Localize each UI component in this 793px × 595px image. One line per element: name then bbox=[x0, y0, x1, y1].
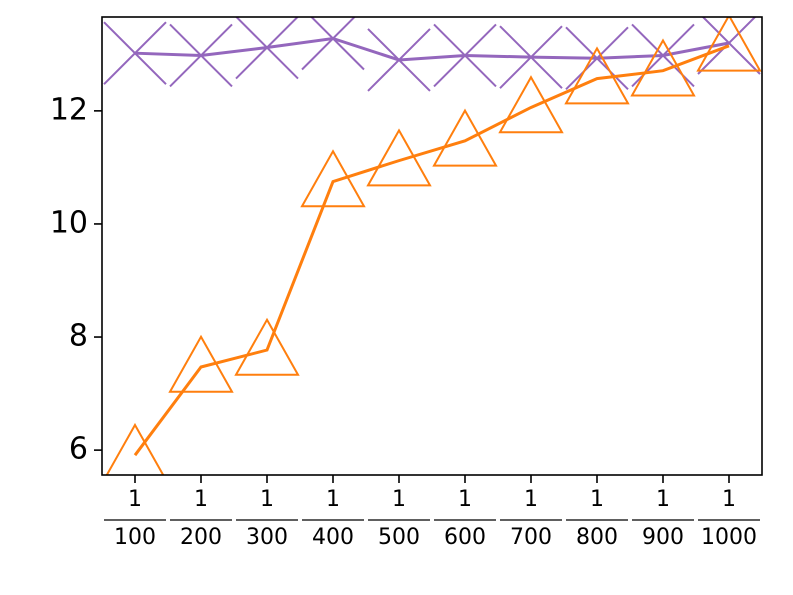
y-tick-label: 8 bbox=[69, 319, 88, 354]
triangle-marker bbox=[168, 334, 234, 393]
x-tick-denominator: 100 bbox=[114, 525, 156, 550]
series-line bbox=[133, 44, 730, 457]
triangle-marker bbox=[105, 422, 165, 475]
x-marker bbox=[169, 23, 233, 88]
series-line bbox=[134, 36, 730, 62]
x-tick-numerator: 1 bbox=[524, 487, 538, 512]
x-marker bbox=[103, 21, 167, 85]
triangle-marker bbox=[564, 46, 630, 105]
x-tick-numerator: 1 bbox=[458, 487, 472, 512]
triangle-marker bbox=[366, 128, 432, 187]
x-marker bbox=[367, 28, 431, 92]
triangle-marker bbox=[630, 38, 696, 97]
x-marker bbox=[433, 23, 497, 88]
x-tick-numerator: 1 bbox=[326, 487, 340, 512]
x-marker bbox=[565, 26, 629, 90]
x-tick-denominator: 200 bbox=[180, 525, 222, 550]
x-tick-numerator: 1 bbox=[392, 487, 406, 512]
y-tick-label: 6 bbox=[69, 432, 88, 467]
y-tick-label: 12 bbox=[50, 92, 88, 127]
x-tick-numerator: 1 bbox=[260, 487, 274, 512]
x-tick-numerator: 1 bbox=[722, 487, 736, 512]
triangle-marker bbox=[300, 149, 366, 208]
x-tick-denominator: 900 bbox=[642, 525, 684, 550]
x-tick-denominator: 800 bbox=[576, 525, 618, 550]
x-marker bbox=[697, 17, 761, 75]
x-marker bbox=[235, 17, 299, 80]
triangle-marker bbox=[234, 317, 300, 376]
triangle-marker bbox=[696, 17, 762, 72]
triangle-marker bbox=[498, 75, 564, 134]
x-marker bbox=[301, 17, 365, 71]
x-tick-denominator: 400 bbox=[312, 525, 354, 550]
axes-frame bbox=[101, 16, 763, 476]
x-tick-denominator: 300 bbox=[246, 525, 288, 550]
x-marker bbox=[499, 25, 563, 89]
x-tick-denominator: 500 bbox=[378, 525, 420, 550]
x-tick-denominator: 1000 bbox=[701, 525, 757, 550]
x-tick-numerator: 1 bbox=[656, 487, 670, 512]
y-tick-label: 10 bbox=[50, 205, 88, 240]
x-tick-numerator: 1 bbox=[194, 487, 208, 512]
x-tick-denominator: 600 bbox=[444, 525, 486, 550]
x-tick-numerator: 1 bbox=[590, 487, 604, 512]
triangle-marker bbox=[432, 108, 498, 167]
x-tick-denominator: 700 bbox=[510, 525, 552, 550]
plot-area bbox=[103, 17, 762, 475]
x-tick-numerator: 1 bbox=[128, 487, 142, 512]
